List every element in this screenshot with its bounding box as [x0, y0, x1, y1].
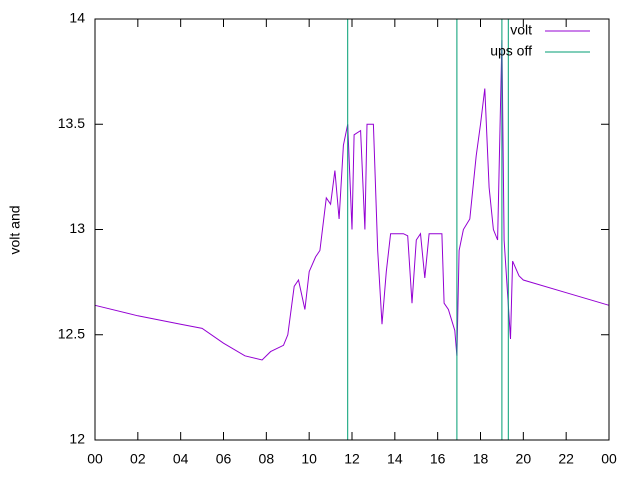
y-tick-label: 14	[69, 10, 85, 26]
x-tick-label: 16	[430, 451, 446, 467]
x-tick-label: 00	[87, 451, 103, 467]
x-tick-label: 14	[387, 451, 403, 467]
legend-label: volt	[510, 22, 532, 38]
y-tick-label: 12	[69, 431, 85, 447]
y-tick-label: 13.5	[58, 115, 85, 131]
y-axis-label: volt and	[7, 205, 23, 254]
y-tick-label: 12.5	[58, 325, 85, 341]
legend-label: ups off	[490, 43, 532, 59]
x-tick-label: 04	[173, 451, 189, 467]
x-tick-label: 20	[516, 451, 532, 467]
series-line	[94, 39, 610, 361]
x-tick-label: 00	[601, 451, 617, 467]
x-tick-label: 06	[216, 451, 232, 467]
x-tick-label: 10	[301, 451, 317, 467]
x-tick-label: 18	[473, 451, 489, 467]
x-tick-label: 02	[130, 451, 146, 467]
plot-border	[94, 18, 610, 441]
x-tick-label: 22	[558, 451, 574, 467]
x-tick-label: 12	[344, 451, 360, 467]
y-tick-label: 13	[69, 220, 85, 236]
x-tick-label: 08	[259, 451, 275, 467]
